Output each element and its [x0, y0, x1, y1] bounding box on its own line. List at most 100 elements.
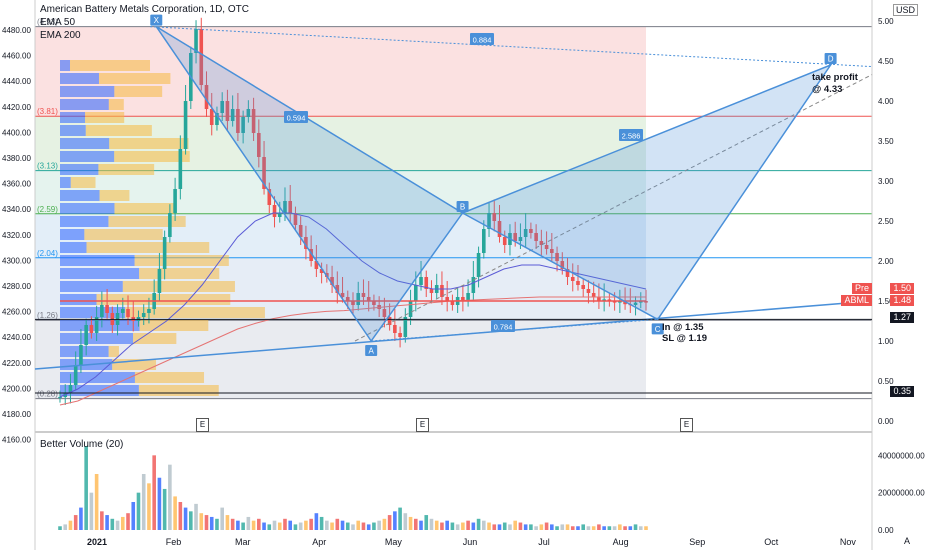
volume-bar	[581, 524, 586, 530]
candle-body	[445, 297, 449, 301]
ratio-badge	[491, 320, 515, 332]
vpvr-bar-down	[138, 385, 219, 396]
candle-body	[644, 301, 648, 303]
x-tick-label: Mar	[235, 537, 251, 547]
earnings-marker[interactable]: E	[680, 418, 693, 432]
earnings-marker[interactable]: E	[416, 418, 429, 432]
volume-bar	[565, 524, 570, 530]
trend-line	[34, 300, 873, 370]
volume-bar	[105, 515, 109, 530]
candle-body	[471, 277, 476, 293]
volume-bar	[408, 516, 413, 530]
volume-bar	[189, 511, 193, 530]
annotation-text: SL @ 1.19	[662, 333, 707, 344]
annotation-text: @ 4.33	[812, 84, 842, 95]
volume-bar	[628, 526, 633, 530]
volume-bar	[141, 474, 146, 530]
vpvr-bar-up	[60, 255, 135, 266]
ticker-label: ABML	[841, 295, 872, 306]
candle-body	[178, 149, 183, 189]
candle-body	[162, 237, 167, 269]
candle-body	[257, 133, 261, 157]
candle-body	[618, 301, 622, 303]
ratio-label: 0.784	[494, 323, 513, 332]
right-tick-label: 5.00	[878, 17, 894, 26]
volume-bar	[487, 522, 491, 530]
vpvr-bar-down	[109, 138, 189, 149]
vpvr-bar-up	[60, 151, 115, 162]
vpvr-bar-down	[139, 320, 209, 331]
vpvr-bar-up	[60, 112, 86, 123]
currency-badge[interactable]: USD	[892, 4, 918, 16]
left-tick-label: 4440.00	[2, 77, 31, 86]
candle-body	[277, 213, 282, 217]
candle-body	[560, 261, 565, 269]
vpvr-bar-down	[86, 242, 210, 253]
vpvr-bar-up	[60, 229, 85, 240]
ema200-legend[interactable]: EMA 200	[40, 30, 81, 41]
x-tick-label: Aug	[613, 537, 629, 547]
volume-bar	[518, 522, 523, 530]
candle-body	[638, 301, 643, 303]
volume-bar	[466, 520, 470, 530]
vpvr-bar-down	[70, 60, 150, 71]
candle-body	[424, 277, 429, 289]
pre-label: Pre	[851, 283, 872, 294]
candle-body	[304, 237, 308, 249]
x-tick-label: 2021	[87, 537, 107, 547]
vpvr-bar-down	[122, 281, 235, 292]
vpvr-bar-up	[60, 307, 126, 318]
low-price-tag: 0.35	[890, 386, 914, 397]
vpvr-bar-up	[60, 281, 123, 292]
auto-scale-button[interactable]: A	[903, 536, 910, 546]
volume-bar	[429, 518, 434, 530]
right-tick-label: 2.50	[878, 217, 894, 226]
volume-bar	[89, 492, 94, 530]
volume-bar	[246, 516, 251, 530]
candle-body	[251, 109, 256, 133]
candle-body	[570, 277, 575, 281]
candle-body	[157, 269, 162, 293]
right-tick-label: 4.00	[878, 97, 894, 106]
left-tick-label: 4480.00	[2, 26, 31, 35]
volume-bar	[126, 513, 130, 530]
fib-level-label: (4.93)	[37, 18, 58, 27]
candle-body	[94, 317, 99, 333]
candle-body	[241, 117, 245, 133]
vpvr-bar-down	[99, 190, 130, 201]
volume-bar	[283, 518, 287, 530]
left-tick-label: 4340.00	[2, 205, 31, 214]
candle-body	[413, 285, 418, 301]
volume-bar	[550, 524, 554, 530]
candle-body	[236, 109, 240, 133]
candle-body	[194, 29, 198, 53]
volume-bar	[482, 520, 486, 530]
target-dashed-line	[354, 74, 873, 342]
volume-bar	[544, 522, 549, 530]
candle-body	[523, 229, 528, 237]
vpvr-bar-up	[60, 138, 110, 149]
candle-body	[361, 293, 366, 297]
volume-bar	[115, 520, 120, 530]
volume-bar	[502, 522, 507, 530]
ema50-legend[interactable]: EMA 50	[40, 17, 76, 28]
vpvr-bar-up	[60, 177, 71, 188]
volume-bar	[450, 522, 455, 530]
candle-body	[120, 309, 125, 313]
volume-bar	[79, 507, 83, 530]
candle-body	[215, 113, 219, 125]
candle-body	[298, 225, 303, 237]
volume-legend[interactable]: Better Volume (20)	[40, 439, 124, 450]
earnings-marker[interactable]: E	[196, 418, 209, 432]
last-price-tag: 1.48	[890, 295, 914, 306]
vpvr-bar-down	[134, 372, 205, 383]
pattern-point-badge	[651, 323, 664, 335]
candle-body	[492, 213, 497, 221]
candle-body	[602, 299, 606, 301]
vpvr-bar-up	[60, 73, 99, 84]
volume-bar	[267, 524, 272, 530]
candle-body	[581, 285, 586, 289]
left-tick-label: 4260.00	[2, 308, 31, 317]
left-tick-label: 4200.00	[2, 384, 31, 393]
